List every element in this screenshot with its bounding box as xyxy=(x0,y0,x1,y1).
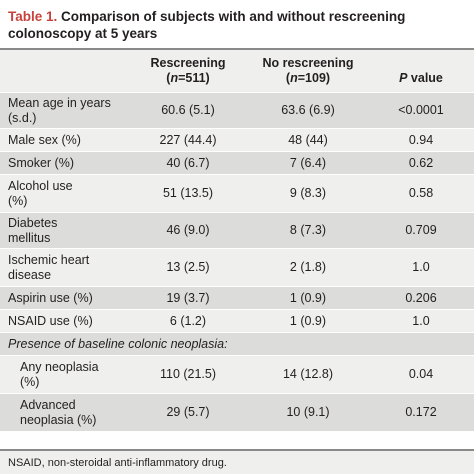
table-row: Advanced neoplasia (%) 29 (5.7) 10 (9.1)… xyxy=(0,393,474,431)
header-no-rescreening-label: No rescreening xyxy=(262,56,354,70)
section-row: Presence of baseline colonic neoplasia: xyxy=(0,332,474,355)
data-table: Rescreening (n=511) No rescreening (n=10… xyxy=(0,48,474,431)
row-p-value: 0.206 xyxy=(405,290,437,305)
row-rescreening-value: 110 (21.5) xyxy=(159,367,217,381)
row-no-rescreening-value: 1 (0.9) xyxy=(289,290,327,305)
table-row: Mean age in years (s.d.) 60.6 (5.1) 63.6… xyxy=(0,92,474,128)
row-rescreening-value: 13 (2.5) xyxy=(166,260,210,274)
table-row: Diabetes mellitus 46 (9.0) 8 (7.3) 0.709 xyxy=(0,212,474,248)
table-title-text: Comparison of subjects with and without … xyxy=(8,9,406,41)
table-row: Male sex (%) 227 (44.4) 48 (44) 0.94 xyxy=(0,128,474,151)
row-label: Mean age in years (s.d.) xyxy=(8,95,111,125)
header-rescreening: Rescreening (n=511) xyxy=(128,56,248,86)
row-no-rescreening-value: 63.6 (6.9) xyxy=(281,103,335,117)
row-label: Advanced neoplasia (%) xyxy=(20,397,97,427)
row-p-value: 0.172 xyxy=(405,405,437,419)
row-rescreening-value: 46 (9.0) xyxy=(166,223,210,237)
header-rescreening-n-value: =511) xyxy=(178,71,210,85)
row-label: Smoker (%) xyxy=(8,155,74,170)
row-label: Any neoplasia (%) xyxy=(20,359,99,389)
table-row: Aspirin use (%) 19 (3.7) 1 (0.9) 0.206 xyxy=(0,286,474,309)
row-no-rescreening-value: 48 (44) xyxy=(288,132,328,147)
header-no-rescreening: No rescreening (n=109) xyxy=(248,56,368,86)
row-p-value: 0.709 xyxy=(405,223,437,237)
row-rescreening-value: 6 (1.2) xyxy=(169,313,207,328)
row-p-value: 0.62 xyxy=(408,155,434,170)
row-p-value: 0.58 xyxy=(408,186,434,200)
row-p-value: 0.04 xyxy=(408,367,434,381)
header-rescreening-label: Rescreening xyxy=(150,56,226,70)
header-rescreening-n: (n=511) xyxy=(166,71,210,85)
header-row: Rescreening (n=511) No rescreening (n=10… xyxy=(0,50,474,92)
row-label: Alcohol use (%) xyxy=(8,178,73,208)
row-rescreening-value: 19 (3.7) xyxy=(166,290,210,305)
row-rescreening-value: 40 (6.7) xyxy=(166,155,210,170)
row-label: Male sex (%) xyxy=(8,132,81,147)
header-no-rescreening-n-value: =109) xyxy=(297,71,331,85)
row-label: Diabetes mellitus xyxy=(8,215,58,245)
row-p-value: 1.0 xyxy=(412,260,430,274)
header-no-rescreening-n: (n=109) xyxy=(285,71,331,85)
row-label: Aspirin use (%) xyxy=(8,290,93,305)
section-label: Presence of baseline colonic neoplasia: xyxy=(8,336,228,351)
table-title: Table 1. Comparison of subjects with and… xyxy=(0,0,474,48)
header-rescreening-n-symbol: n xyxy=(170,71,179,85)
header-no-rescreening-n-symbol: n xyxy=(290,71,298,85)
row-no-rescreening-value: 2 (1.8) xyxy=(289,260,327,274)
row-no-rescreening-value: 1 (0.9) xyxy=(289,313,327,328)
row-rescreening-value: 29 (5.7) xyxy=(166,405,210,419)
row-rescreening-value: 227 (44.4) xyxy=(159,132,217,147)
row-no-rescreening-value: 14 (12.8) xyxy=(282,367,334,381)
row-no-rescreening-value: 8 (7.3) xyxy=(289,223,327,237)
row-no-rescreening-value: 9 (8.3) xyxy=(289,186,327,200)
row-no-rescreening-value: 10 (9.1) xyxy=(286,405,330,419)
row-no-rescreening-value: 7 (6.4) xyxy=(289,155,327,170)
header-p-symbol: P xyxy=(399,70,408,85)
row-rescreening-value: 51 (13.5) xyxy=(162,186,214,200)
row-rescreening-value: 60.6 (5.1) xyxy=(161,103,215,117)
row-p-value: 0.94 xyxy=(408,132,434,147)
row-label: Ischemic heart disease xyxy=(8,252,90,282)
header-p-value: P value xyxy=(368,57,474,86)
table-row: Alcohol use (%) 51 (13.5) 9 (8.3) 0.58 xyxy=(0,174,474,212)
row-label: NSAID use (%) xyxy=(8,313,93,328)
row-p-value: 1.0 xyxy=(412,313,430,328)
table-row: Ischemic heart disease 13 (2.5) 2 (1.8) … xyxy=(0,248,474,286)
table-row: Smoker (%) 40 (6.7) 7 (6.4) 0.62 xyxy=(0,151,474,174)
table-label: Table 1. xyxy=(8,9,58,24)
table-row: Any neoplasia (%) 110 (21.5) 14 (12.8) 0… xyxy=(0,355,474,393)
row-p-value: <0.0001 xyxy=(398,103,444,117)
table-footnote: NSAID, non-steroidal anti-inflammatory d… xyxy=(0,449,474,474)
table-row: NSAID use (%) 6 (1.2) 1 (0.9) 1.0 xyxy=(0,309,474,332)
header-p-label: value xyxy=(410,70,443,85)
